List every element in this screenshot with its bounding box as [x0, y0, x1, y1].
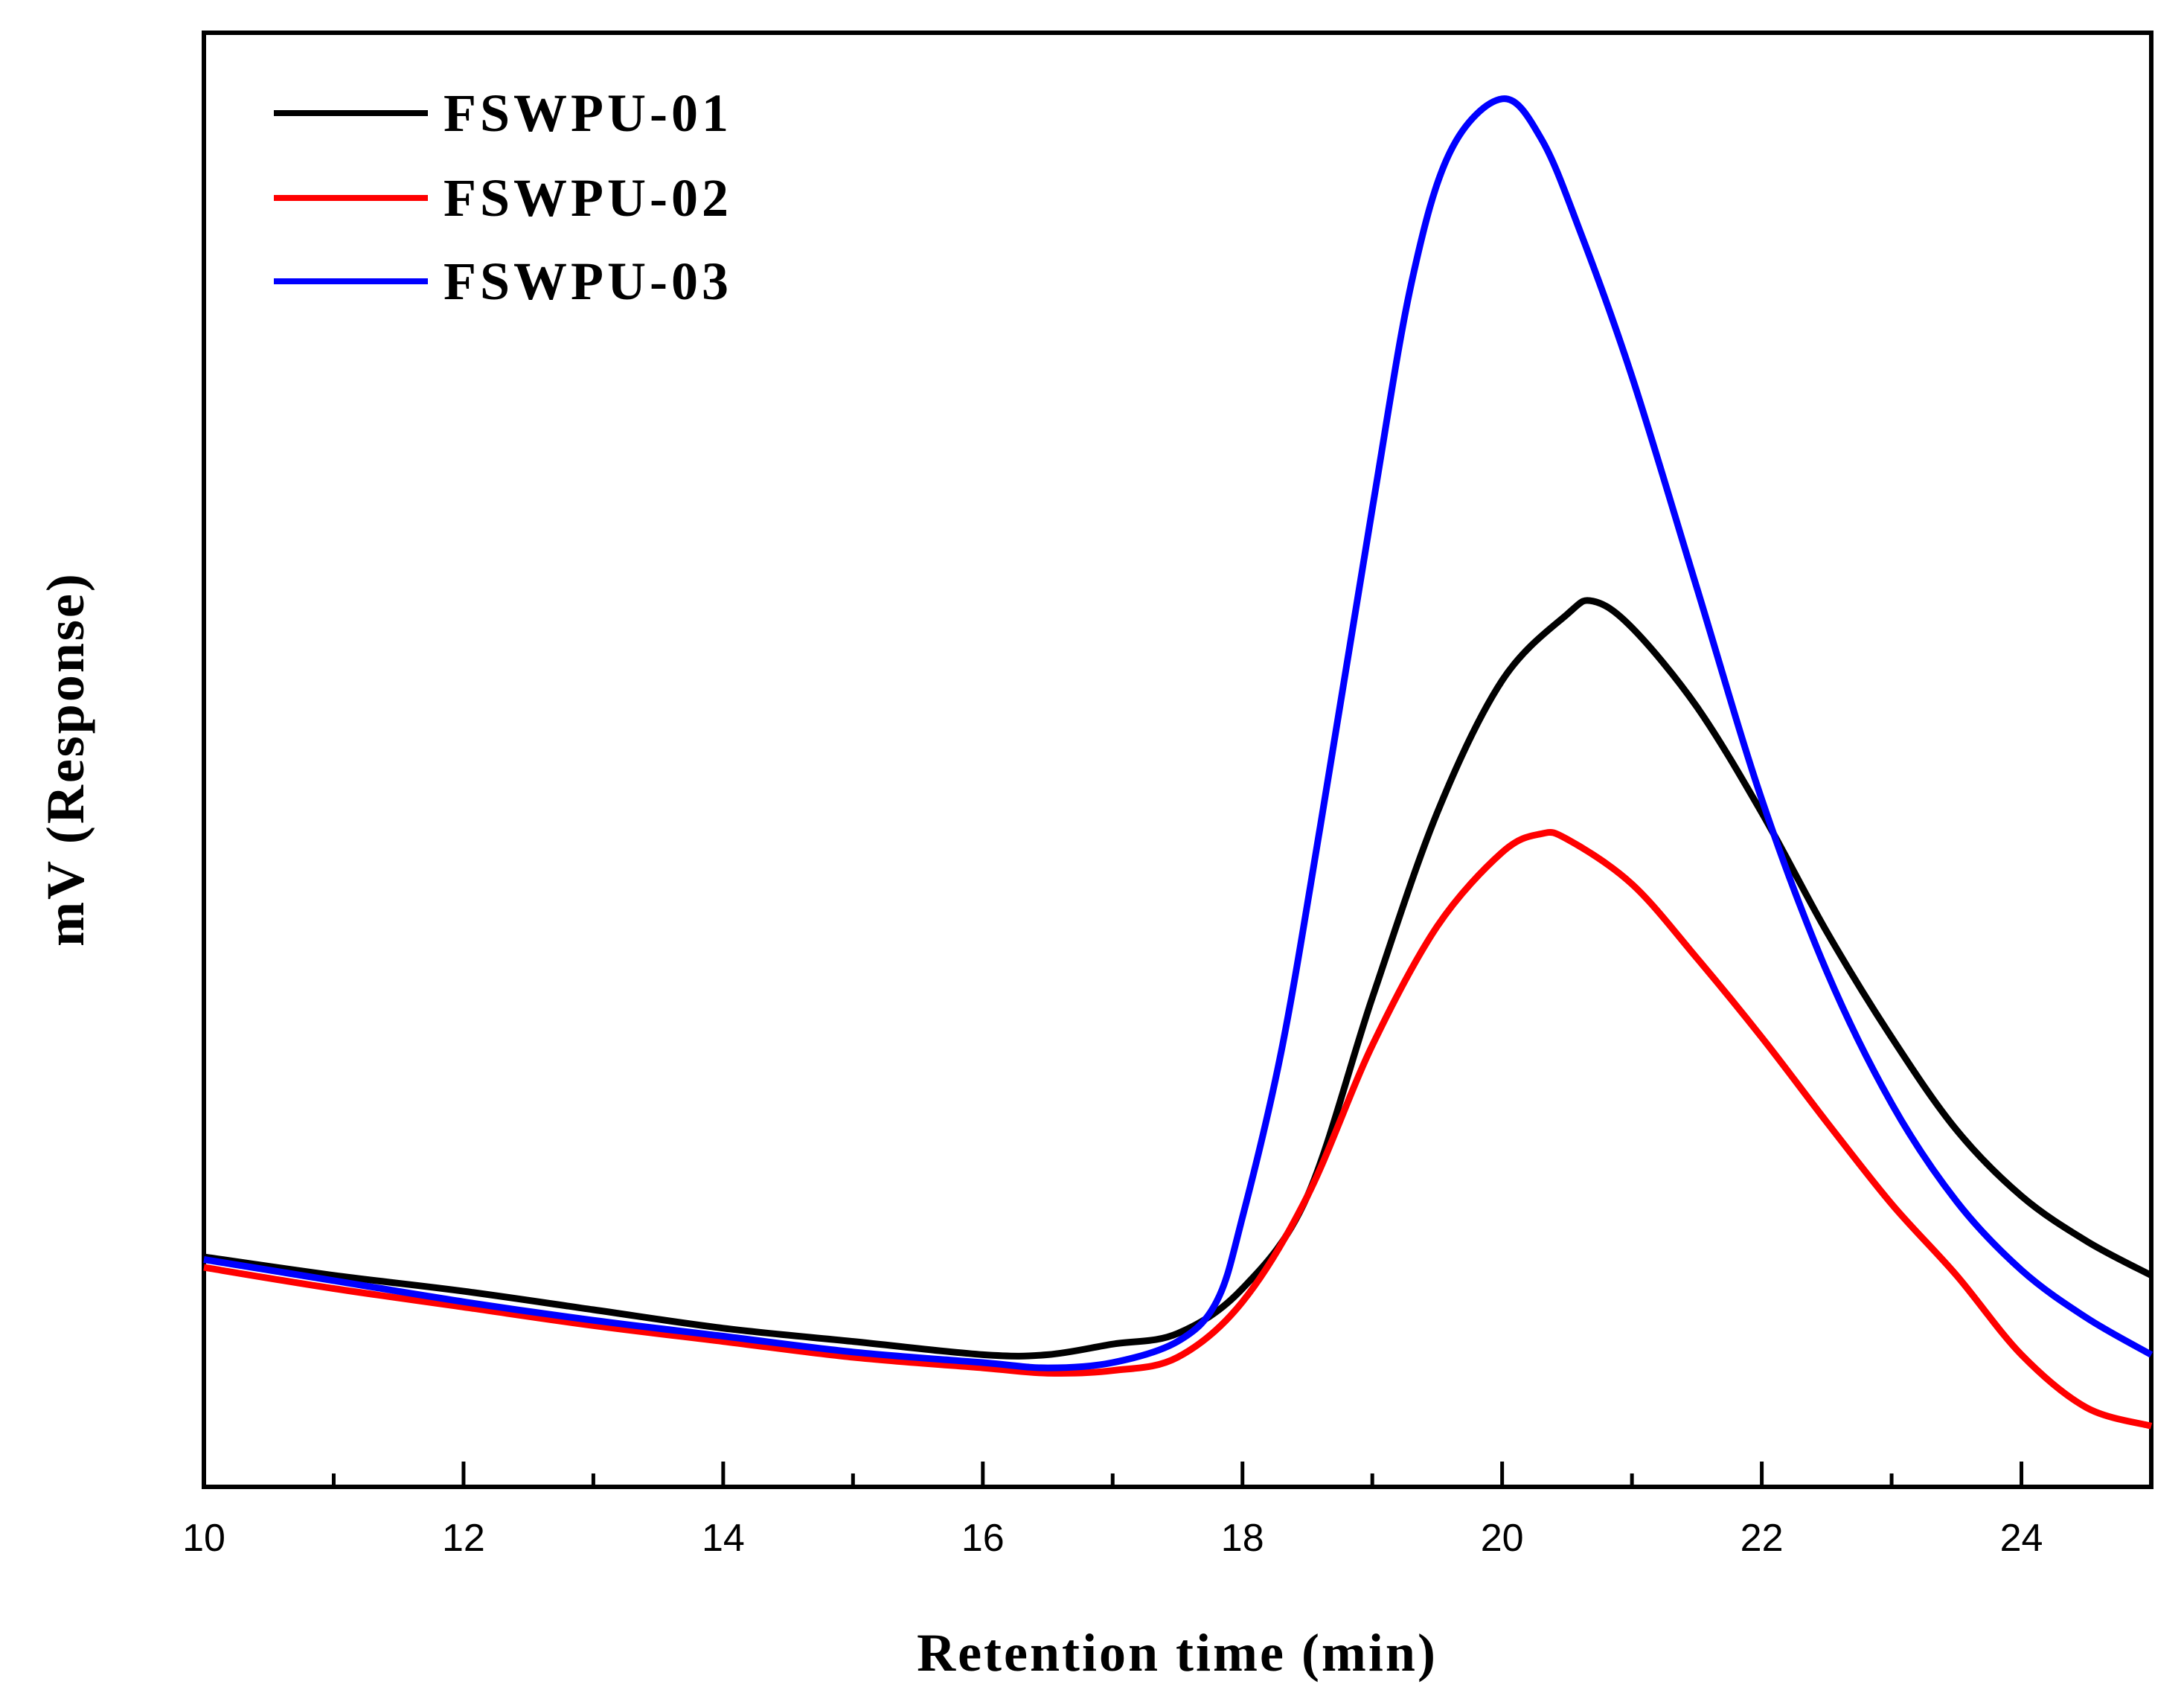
x-tick-label: 10	[182, 1517, 225, 1560]
x-axis-tick-labels: 10 12 14 16 18 20 22 24	[182, 1517, 2043, 1560]
series-layer	[203, 95, 2153, 1430]
legend: FSWPU-01 FSWPU-02 FSWPU-03	[274, 83, 732, 311]
legend-label-fswpu-01: FSWPU-01	[443, 83, 732, 143]
plot-frame	[202, 31, 2153, 1489]
series-line-fswpu-03	[203, 95, 2153, 1372]
y-axis-title: mV (Response)	[36, 572, 95, 947]
legend-label-fswpu-02: FSWPU-02	[443, 168, 732, 228]
x-tick-label: 24	[2000, 1517, 2043, 1560]
series-line-fswpu-02	[203, 828, 2153, 1430]
x-tick-label: 14	[702, 1517, 745, 1560]
x-axis-title: Retention time (min)	[917, 1623, 1438, 1683]
x-tick-label: 16	[961, 1517, 1005, 1560]
x-tick-label: 12	[442, 1517, 485, 1560]
legend-label-fswpu-03: FSWPU-03	[443, 252, 732, 311]
x-axis-ticks	[202, 1462, 2153, 1487]
series-line-fswpu-01	[203, 597, 2153, 1360]
x-tick-label: 18	[1221, 1517, 1264, 1560]
x-tick-label: 22	[1741, 1517, 1784, 1560]
x-tick-label: 20	[1481, 1517, 1524, 1560]
